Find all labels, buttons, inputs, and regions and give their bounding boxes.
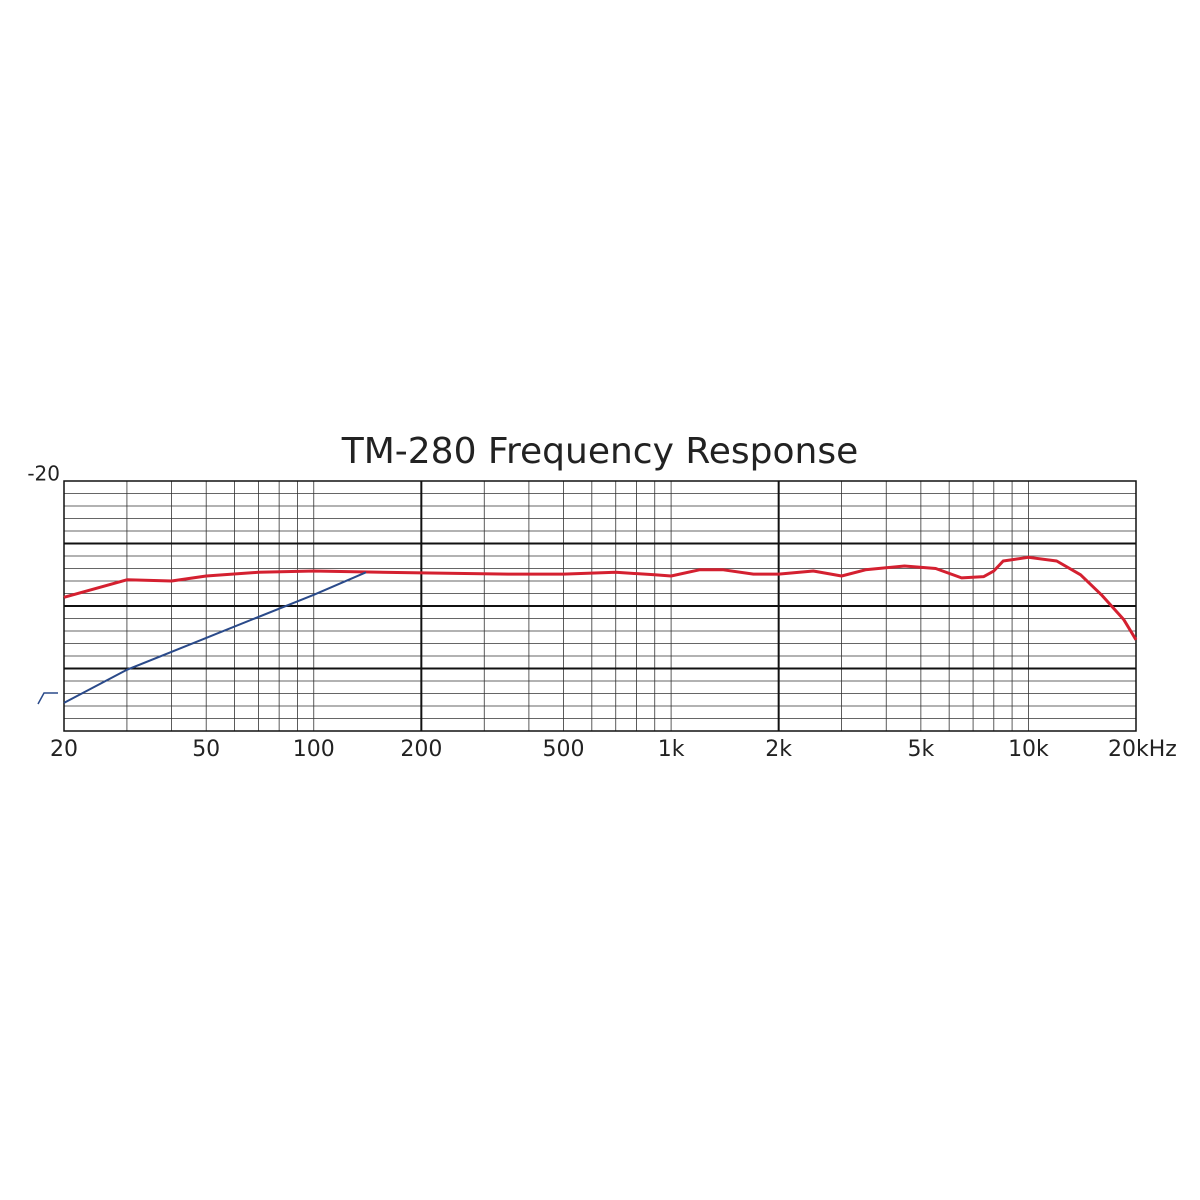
x-tick-label: 20kHz — [1108, 737, 1177, 762]
x-tick-label: 200 — [400, 737, 442, 762]
chart-title: TM-280 Frequency Response — [341, 431, 859, 472]
x-tick-label: 20 — [50, 737, 78, 762]
response-curve — [63, 571, 367, 704]
x-tick-label: 100 — [293, 737, 335, 762]
x-tick-label: 1k — [658, 737, 685, 762]
x-tick-label: 500 — [543, 737, 585, 762]
response-curve — [63, 555, 1138, 641]
x-tick-label: 5k — [907, 737, 934, 762]
y-tick-label: -20 — [27, 462, 60, 486]
x-tick-label: 50 — [192, 737, 220, 762]
plot-frame — [63, 480, 1137, 732]
x-tick-label: 10k — [1008, 737, 1049, 762]
x-tick-label: 2k — [765, 737, 792, 762]
hpf-symbol — [37, 692, 58, 705]
